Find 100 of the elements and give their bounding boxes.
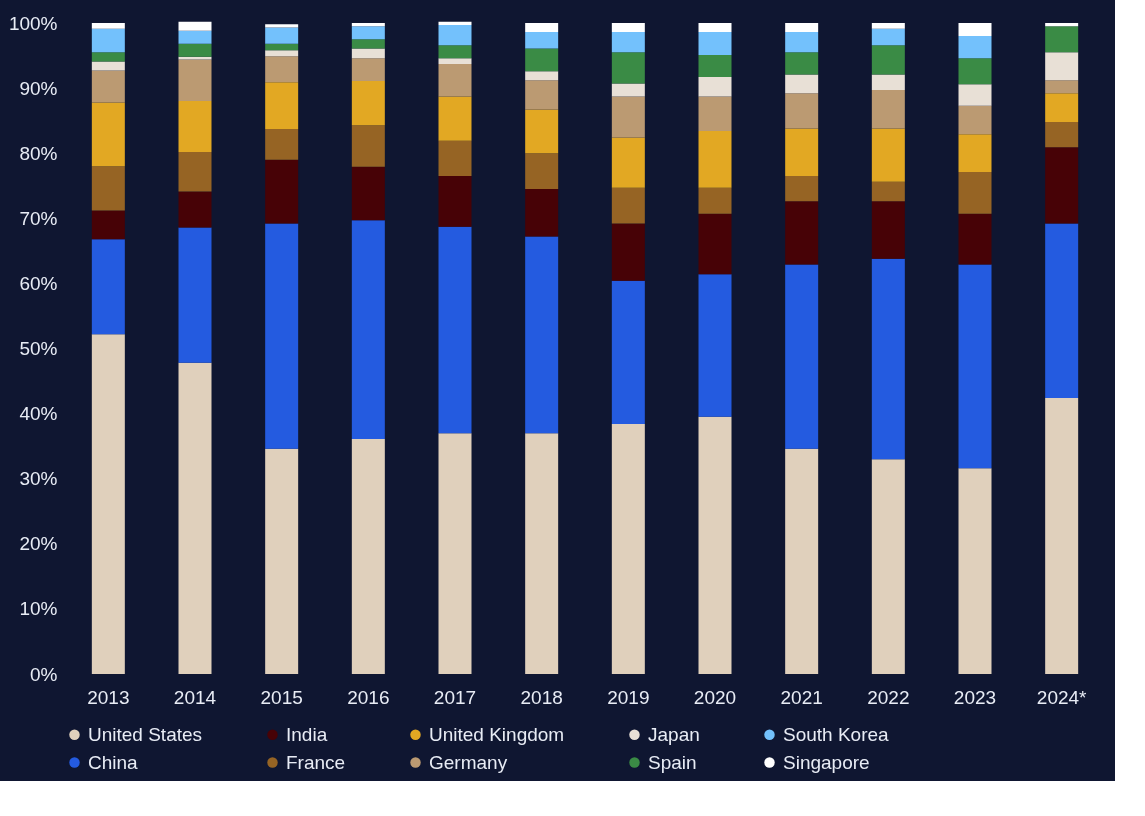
bar: [611, 280, 645, 425]
bar: [351, 125, 385, 167]
bar: [698, 32, 732, 55]
bar: [611, 187, 645, 224]
x-tick-label: 2015: [260, 686, 303, 708]
x-tick-label: 2019: [607, 686, 650, 708]
bar: [1045, 121, 1079, 148]
bar: [351, 58, 385, 81]
bar: [1045, 26, 1079, 53]
bar: [871, 181, 905, 202]
y-tick-label: 50%: [19, 338, 58, 359]
bar: [351, 23, 385, 27]
bar: [438, 96, 472, 141]
bar: [91, 52, 125, 62]
bar: [958, 134, 992, 173]
bar: [438, 64, 472, 97]
bar: [525, 433, 559, 674]
x-tick-label: 2020: [693, 686, 737, 708]
bar: [871, 28, 905, 46]
bar: [785, 74, 819, 94]
bar: [265, 50, 299, 57]
bar: [265, 43, 299, 51]
bar: [265, 223, 299, 449]
bar: [438, 21, 472, 25]
legend-label: United Kingdom: [429, 723, 565, 745]
bar: [91, 102, 125, 167]
bar: [438, 24, 472, 46]
bar: [611, 96, 645, 138]
bar: [351, 48, 385, 59]
bar: [611, 424, 645, 674]
bar: [178, 191, 212, 228]
bar: [265, 448, 299, 674]
bar: [958, 84, 992, 106]
bar: [178, 59, 212, 102]
x-tick-label: 2024*: [1036, 686, 1088, 708]
y-tick-label: 70%: [19, 207, 58, 229]
x-tick-label: 2017: [433, 686, 477, 708]
bar: [698, 77, 732, 97]
bar: [91, 23, 125, 29]
bar: [958, 468, 992, 674]
bar: [611, 137, 645, 188]
bar: [91, 166, 125, 211]
bar: [871, 74, 905, 91]
bar: [525, 109, 559, 154]
bar: [265, 56, 299, 83]
bar: [611, 32, 645, 53]
bar: [611, 223, 645, 281]
bar: [525, 71, 559, 81]
bar: [265, 159, 299, 224]
bar: [438, 58, 472, 65]
bar: [1045, 147, 1079, 224]
bar: [351, 166, 385, 221]
bar: [958, 264, 992, 469]
legend-label: Spain: [648, 751, 697, 773]
bar: [265, 129, 299, 160]
bar: [438, 433, 472, 674]
bar: [871, 258, 905, 460]
bar: [178, 21, 212, 31]
bar: [958, 58, 992, 85]
y-tick-label: 90%: [19, 77, 58, 99]
bar: [351, 220, 385, 439]
bar: [91, 70, 125, 103]
y-tick-label: 10%: [19, 598, 58, 620]
bar: [265, 27, 299, 44]
bar: [178, 43, 212, 57]
bar: [611, 52, 645, 84]
bar: [958, 172, 992, 214]
bar: [698, 23, 732, 33]
bar: [958, 105, 992, 135]
bar: [525, 236, 559, 434]
y-tick-label: 40%: [19, 403, 58, 425]
bar: [958, 213, 992, 265]
bar: [611, 23, 645, 33]
bar: [438, 226, 472, 434]
bar: [91, 239, 125, 335]
bar: [1045, 93, 1079, 122]
bar: [178, 101, 212, 152]
x-tick-label: 2022: [867, 686, 910, 708]
bar: [871, 201, 905, 259]
legend-label: India: [286, 723, 328, 745]
bar: [698, 187, 732, 214]
bar: [1045, 397, 1079, 674]
y-tick-label: 0%: [30, 663, 58, 685]
bar: [525, 153, 559, 190]
bar: [91, 334, 125, 674]
bar: [178, 362, 212, 674]
x-tick-label: 2016: [347, 686, 390, 708]
bar: [871, 459, 905, 674]
x-tick-label: 2021: [780, 686, 823, 708]
bar: [178, 30, 212, 44]
y-tick-label: 30%: [19, 468, 58, 490]
bar: [785, 23, 819, 33]
bar: [525, 48, 559, 72]
y-tick-label: 100%: [8, 12, 58, 34]
bar: [1045, 80, 1079, 94]
bar: [785, 201, 819, 265]
bar: [785, 175, 819, 202]
bar: [1045, 23, 1079, 27]
bar: [785, 93, 819, 129]
bar: [785, 448, 819, 674]
